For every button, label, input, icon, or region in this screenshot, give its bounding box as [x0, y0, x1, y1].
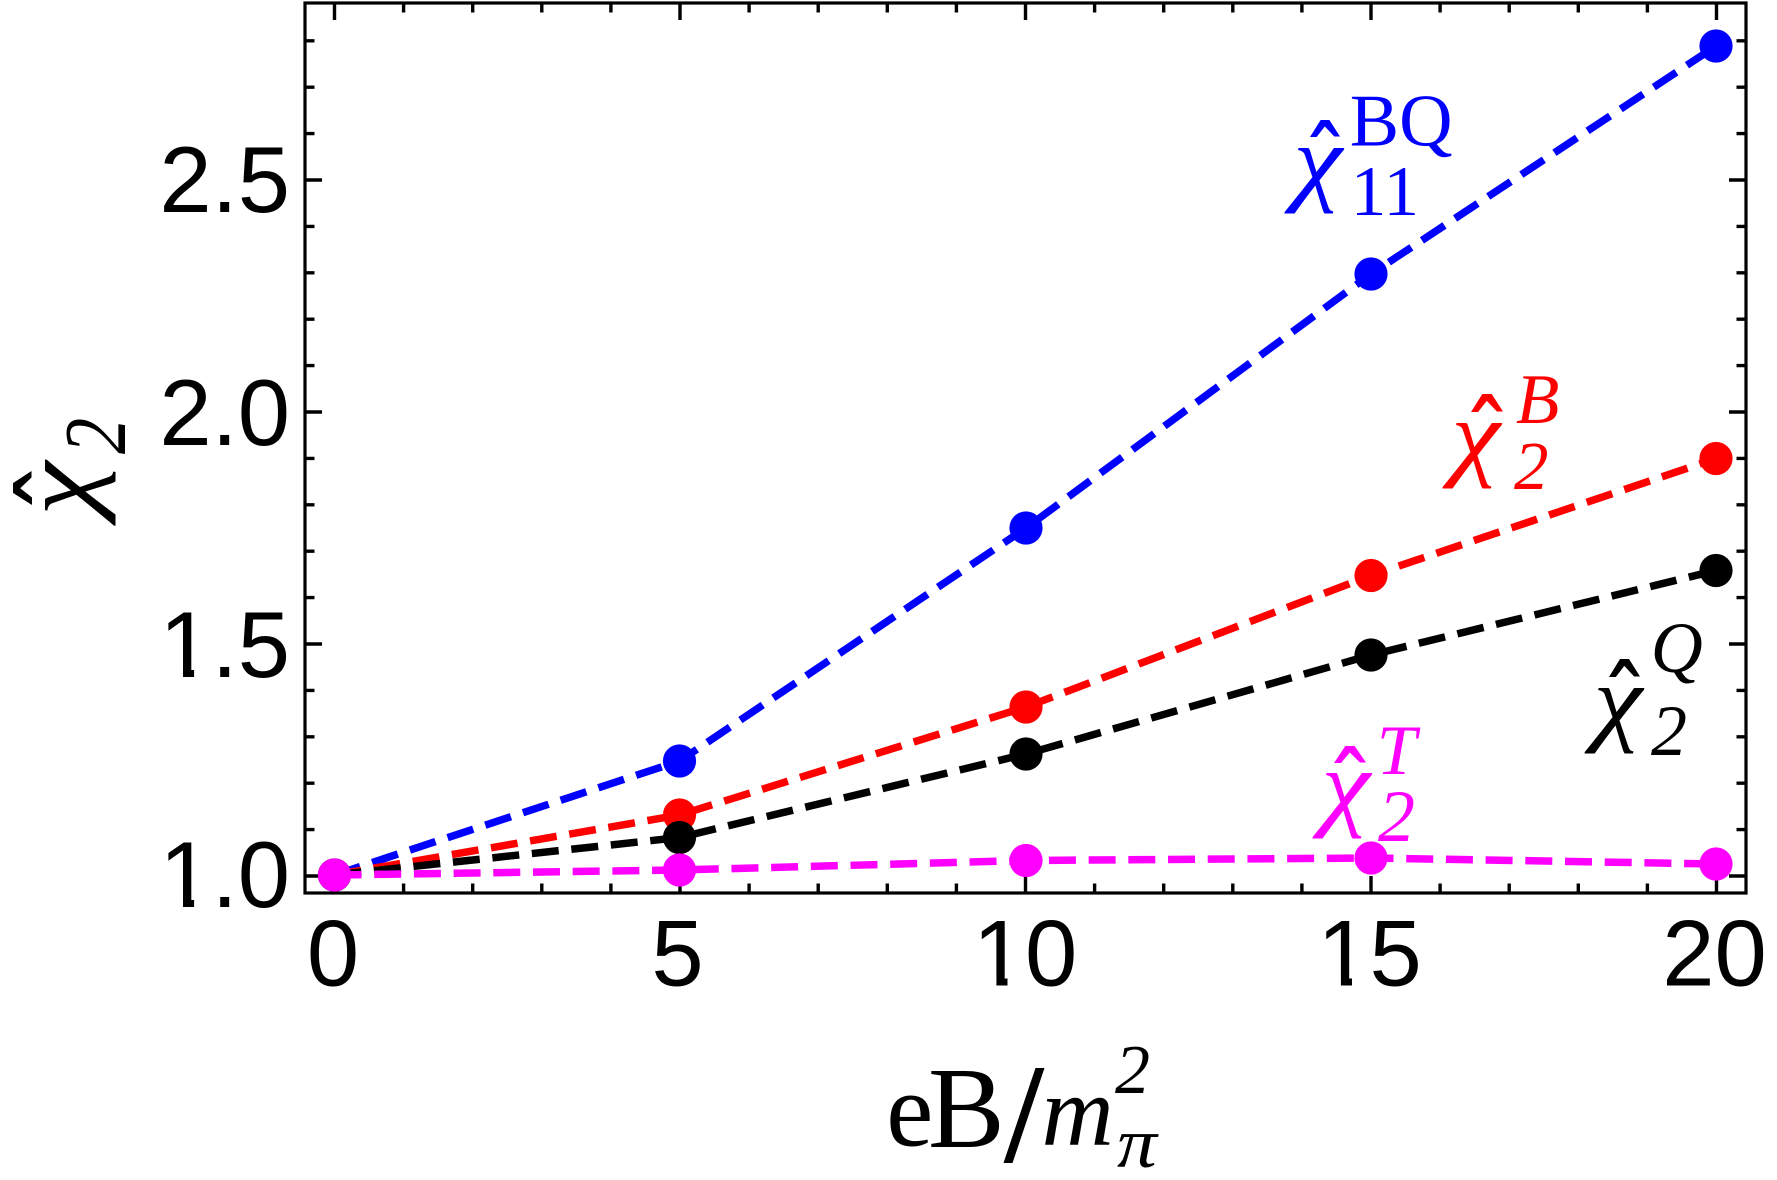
- svg-text:e: e: [886, 1052, 933, 1169]
- svg-text:10: 10: [973, 901, 1078, 1006]
- svg-text:2: 2: [1651, 691, 1687, 771]
- svg-text:BQ: BQ: [1350, 81, 1453, 163]
- svg-text:20: 20: [1662, 901, 1767, 1006]
- svg-text:m: m: [1042, 1056, 1114, 1167]
- svg-text:2.5: 2.5: [159, 127, 290, 232]
- svg-text:B: B: [928, 1045, 1005, 1172]
- svg-text:χ: χ: [1312, 730, 1373, 839]
- svg-text:11: 11: [1351, 153, 1419, 231]
- svg-text:π: π: [1117, 1105, 1159, 1180]
- svg-text:T: T: [1377, 712, 1421, 790]
- svg-text:2: 2: [47, 418, 144, 454]
- svg-text:Q: Q: [1651, 608, 1703, 688]
- svg-text:2: 2: [1514, 428, 1549, 504]
- svg-text:15: 15: [1317, 901, 1422, 1006]
- svg-text:χ: χ: [1584, 645, 1645, 754]
- svg-text:B: B: [1516, 361, 1559, 439]
- svg-text:2.0: 2.0: [159, 360, 290, 465]
- svg-text:2: 2: [1378, 776, 1415, 858]
- svg-text:0: 0: [307, 901, 359, 1006]
- svg-text:1.5: 1.5: [159, 592, 290, 697]
- svg-text:2: 2: [1115, 1032, 1150, 1109]
- svg-text:χ: χ: [1284, 105, 1345, 214]
- svg-text:5: 5: [651, 901, 703, 1006]
- svg-text:χ: χ: [1442, 380, 1503, 489]
- svg-text:1.0: 1.0: [159, 822, 290, 927]
